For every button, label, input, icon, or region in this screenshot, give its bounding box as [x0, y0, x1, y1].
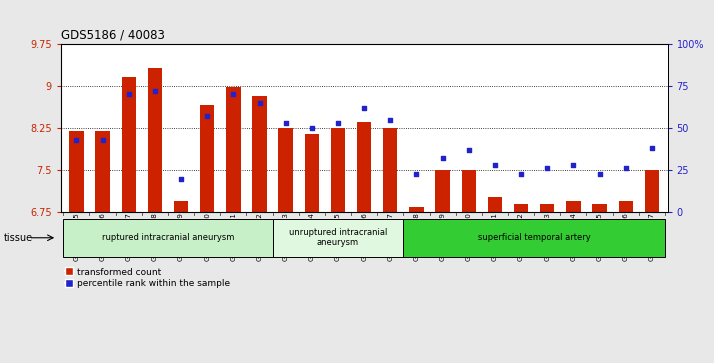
Bar [278, 128, 293, 212]
Bar [409, 207, 423, 212]
Text: GSM1306899: GSM1306899 [440, 213, 446, 261]
Text: GSM1306905: GSM1306905 [597, 213, 603, 261]
Point [385, 117, 396, 122]
Text: GSM1306888: GSM1306888 [152, 213, 158, 261]
Point [437, 155, 448, 161]
Point [71, 137, 82, 143]
Text: GSM1306904: GSM1306904 [570, 213, 576, 261]
Point [516, 171, 527, 176]
Point [541, 166, 553, 171]
Text: superficial temporal artery: superficial temporal artery [478, 233, 590, 242]
Bar [357, 122, 371, 212]
Point [253, 100, 265, 106]
Point [646, 145, 658, 151]
Text: GSM1306895: GSM1306895 [335, 213, 341, 261]
Text: GDS5186 / 40083: GDS5186 / 40083 [61, 29, 164, 42]
Bar [226, 87, 241, 212]
Text: GSM1306893: GSM1306893 [283, 213, 288, 261]
Bar [618, 201, 633, 212]
Bar [148, 68, 162, 212]
Point [123, 91, 134, 97]
Bar [593, 204, 607, 212]
Text: GSM1306890: GSM1306890 [204, 213, 210, 261]
Bar [69, 131, 84, 212]
Bar [273, 219, 403, 257]
Point [411, 171, 422, 176]
Bar [461, 170, 476, 212]
Text: unruptured intracranial
aneurysm: unruptured intracranial aneurysm [288, 228, 387, 248]
Text: GSM1306897: GSM1306897 [387, 213, 393, 261]
Bar [174, 201, 188, 212]
Text: ruptured intracranial aneurysm: ruptured intracranial aneurysm [102, 233, 234, 242]
Text: GSM1306907: GSM1306907 [649, 213, 655, 261]
Point [620, 166, 631, 171]
Point [594, 171, 605, 176]
Point [201, 113, 213, 119]
Point [149, 88, 161, 94]
Point [332, 120, 343, 126]
Text: GSM1306900: GSM1306900 [466, 213, 472, 261]
Text: GSM1306896: GSM1306896 [361, 213, 367, 261]
Point [228, 91, 239, 97]
Text: GSM1306902: GSM1306902 [518, 213, 524, 261]
Point [280, 120, 291, 126]
Point [306, 125, 318, 131]
Bar [436, 170, 450, 212]
Text: GSM1306886: GSM1306886 [99, 213, 106, 261]
Bar [645, 170, 659, 212]
Legend: transformed count, percentile rank within the sample: transformed count, percentile rank withi… [65, 268, 230, 288]
Point [97, 137, 109, 143]
Text: GSM1306892: GSM1306892 [256, 213, 263, 261]
Point [176, 176, 187, 182]
Text: GSM1306898: GSM1306898 [413, 213, 419, 261]
Point [358, 105, 370, 111]
Text: GSM1306903: GSM1306903 [544, 213, 550, 261]
Bar [540, 204, 555, 212]
Bar [383, 128, 398, 212]
Bar [200, 105, 214, 212]
Bar [403, 219, 665, 257]
Point [489, 162, 501, 168]
Text: tissue: tissue [4, 233, 33, 243]
Bar [514, 204, 528, 212]
Bar [331, 128, 345, 212]
Bar [252, 96, 267, 212]
Text: GSM1306894: GSM1306894 [309, 213, 315, 261]
Text: GSM1306891: GSM1306891 [231, 213, 236, 261]
Bar [305, 134, 319, 212]
Bar [566, 201, 580, 212]
Text: GSM1306885: GSM1306885 [74, 213, 79, 261]
Text: GSM1306906: GSM1306906 [623, 213, 629, 261]
Bar [121, 77, 136, 212]
Text: GSM1306889: GSM1306889 [178, 213, 184, 261]
Text: GSM1306887: GSM1306887 [126, 213, 131, 261]
Point [568, 162, 579, 168]
Point [463, 147, 475, 153]
Bar [64, 219, 273, 257]
Bar [96, 131, 110, 212]
Text: GSM1306901: GSM1306901 [492, 213, 498, 261]
Bar [488, 197, 502, 212]
